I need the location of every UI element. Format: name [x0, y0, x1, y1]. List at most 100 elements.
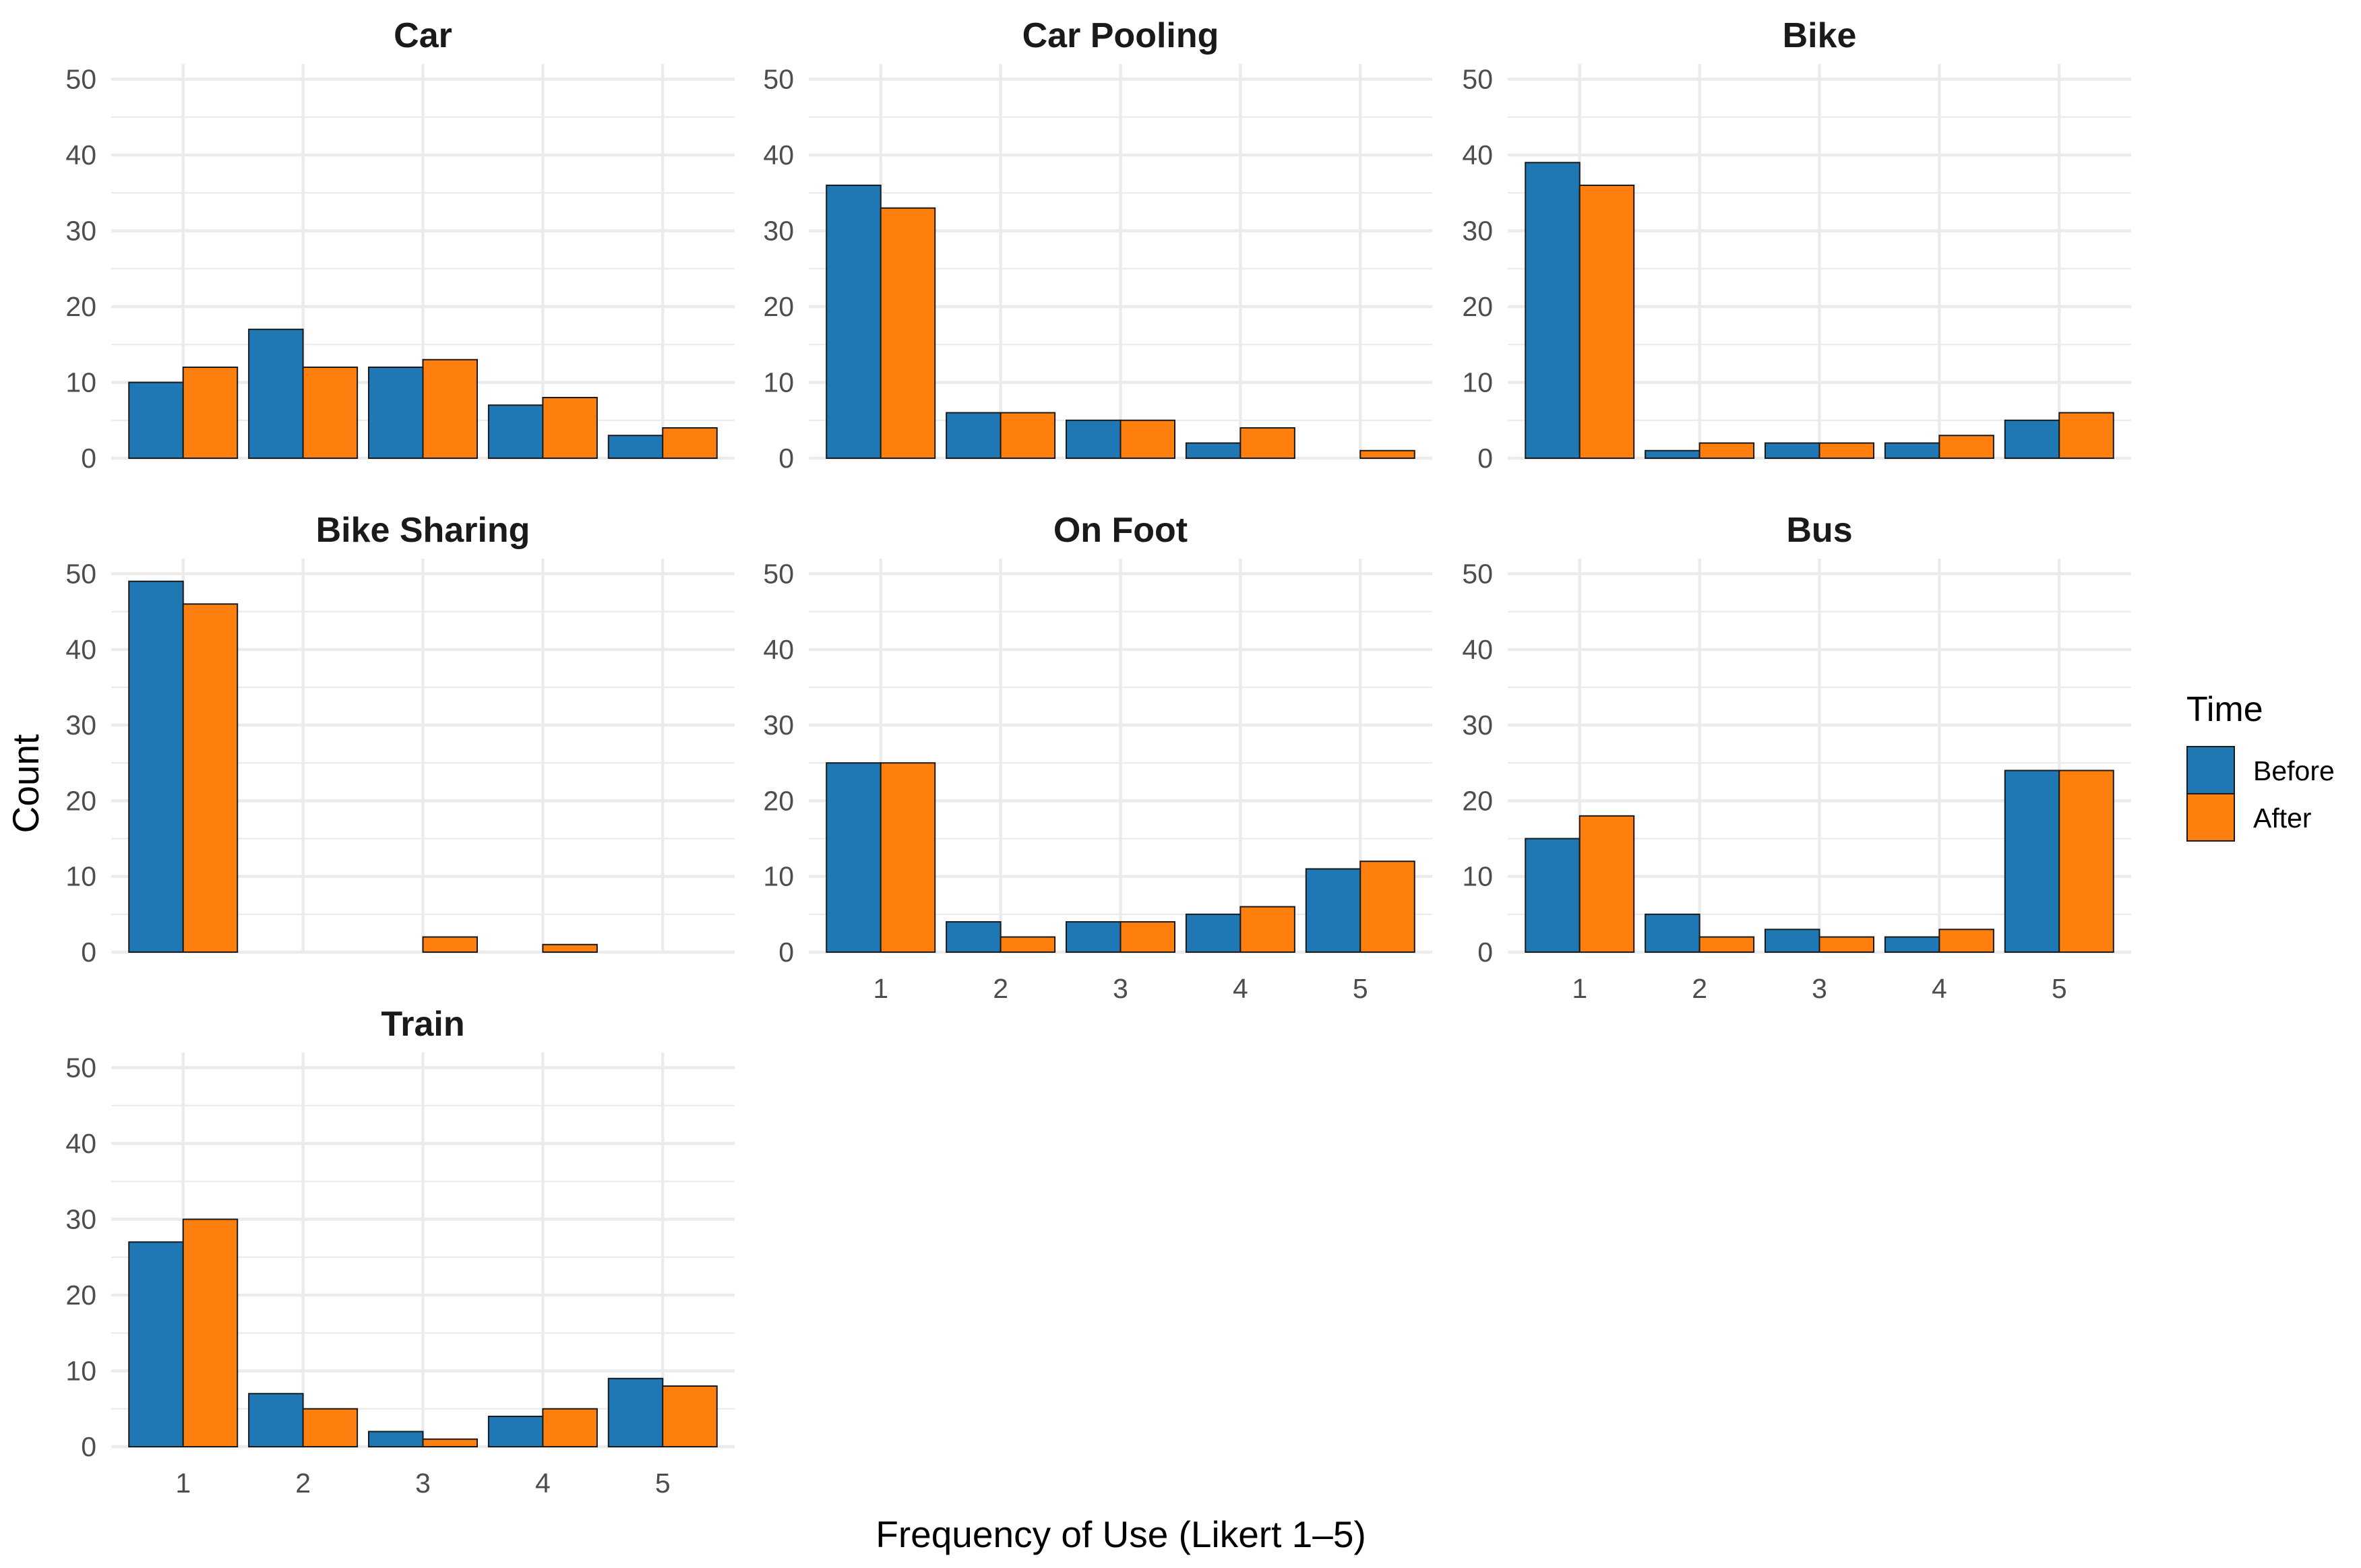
x-tick-label: 3 — [415, 1468, 431, 1499]
bar-car-pooling-before-3 — [1066, 419, 1122, 459]
y-tick-label: 30 — [763, 710, 794, 741]
y-tick-label: 20 — [1462, 785, 1493, 816]
bar-on-foot-before-3 — [1066, 921, 1122, 953]
y-tick-label: 0 — [1477, 443, 1493, 474]
x-tick-label: 3 — [1812, 973, 1827, 1004]
y-tick-label: 10 — [1462, 861, 1493, 892]
y-tick-label: 10 — [65, 367, 96, 398]
y-tick-label: 10 — [1462, 367, 1493, 398]
panel-title: Bike — [1783, 16, 1857, 55]
bar-car-pooling-after-3 — [1120, 419, 1175, 459]
bar-car-pooling-after-2 — [1000, 412, 1056, 459]
y-tick-label: 10 — [763, 861, 794, 892]
bar-car-pooling-before-1 — [826, 185, 882, 459]
panel-car-pooling: Car Pooling 0 10 20 30 40 50 — [763, 16, 1432, 474]
bar-on-foot-before-5 — [1305, 868, 1361, 953]
y-tick-label: 40 — [65, 1128, 96, 1159]
x-tick-label: 1 — [1572, 973, 1587, 1004]
y-tick-label: 30 — [65, 710, 96, 741]
bar-bike-sharing-before-1 — [128, 580, 184, 953]
bar-car-before-4 — [487, 404, 544, 459]
y-tick-label: 0 — [778, 937, 794, 968]
bar-bike-sharing-after-4 — [542, 943, 598, 953]
y-tick-label: 0 — [778, 443, 794, 474]
panel-bus: Bus 0 10 20 30 40 50 1 2 3 4 5 — [1462, 511, 2131, 1004]
bar-car-before-3 — [368, 367, 424, 459]
bar-bike-before-2 — [1645, 449, 1700, 459]
bar-car-before-1 — [128, 381, 184, 459]
panel-car: Car 0 10 20 30 40 50 — [65, 16, 735, 474]
x-tick-label: 4 — [535, 1468, 551, 1499]
panel-bike-sharing: Bike Sharing 0 10 20 30 40 50 — [65, 511, 735, 968]
panel-title: Train — [381, 1005, 464, 1044]
y-tick-label: 30 — [763, 216, 794, 247]
y-tick-label: 0 — [81, 937, 96, 968]
x-tick-label: 4 — [1932, 973, 1947, 1004]
y-tick-label: 0 — [81, 443, 96, 474]
y-tick-label: 40 — [1462, 634, 1493, 665]
panel-title: Bike Sharing — [316, 511, 530, 550]
bar-train-after-2 — [302, 1408, 359, 1447]
bar-bike-after-1 — [1578, 185, 1635, 459]
legend-label-before: Before — [2253, 755, 2335, 786]
x-tick-label: 2 — [1692, 973, 1707, 1004]
x-tick-label: 2 — [295, 1468, 311, 1499]
bar-car-pooling-after-4 — [1239, 427, 1295, 459]
bar-bus-before-3 — [1765, 929, 1820, 953]
legend-label-after: After — [2253, 803, 2312, 834]
y-tick-label: 50 — [65, 558, 96, 589]
bar-bike-before-3 — [1765, 442, 1820, 459]
bar-bike-after-5 — [2058, 412, 2114, 459]
panel-title: Car Pooling — [1022, 16, 1219, 55]
bar-train-after-3 — [422, 1438, 478, 1447]
bar-bike-after-4 — [1938, 435, 1994, 459]
y-tick-label: 0 — [1477, 937, 1493, 968]
bar-bus-before-2 — [1645, 913, 1700, 953]
bar-train-after-4 — [542, 1408, 598, 1447]
bar-on-foot-before-4 — [1185, 913, 1241, 953]
x-tick-label: 2 — [993, 973, 1008, 1004]
bar-train-before-3 — [368, 1431, 424, 1447]
y-tick-label: 10 — [65, 1356, 96, 1387]
y-tick-label: 50 — [65, 64, 96, 95]
y-tick-label: 10 — [65, 861, 96, 892]
bar-bike-before-4 — [1884, 442, 1940, 459]
bar-bike-after-3 — [1818, 442, 1874, 459]
y-tick-label: 20 — [763, 785, 794, 816]
y-tick-label: 0 — [81, 1431, 96, 1462]
bar-on-foot-after-3 — [1120, 921, 1175, 953]
y-tick-label: 20 — [1462, 291, 1493, 322]
y-tick-label: 30 — [1462, 710, 1493, 741]
legend-title: Time — [2186, 690, 2263, 729]
bar-bike-sharing-after-1 — [182, 603, 239, 953]
bar-on-foot-after-4 — [1239, 906, 1295, 953]
x-tick-label: 5 — [2052, 973, 2067, 1004]
panel-on-foot: On Foot 0 10 20 30 40 50 1 2 3 4 5 — [763, 511, 1432, 1004]
bar-bus-after-5 — [2058, 770, 2114, 953]
panel-title: On Foot — [1053, 511, 1188, 550]
bar-car-after-5 — [662, 427, 718, 459]
bar-car-pooling-after-1 — [880, 207, 936, 459]
legend: Time Before After — [2186, 690, 2335, 842]
bar-car-pooling-after-5 — [1359, 449, 1415, 459]
legend-key-before — [2186, 746, 2235, 794]
bar-bus-before-1 — [1525, 838, 1581, 953]
y-tick-label: 20 — [65, 1280, 96, 1311]
legend-entries: Before After — [2186, 746, 2335, 842]
x-tick-label: 1 — [873, 973, 888, 1004]
bar-car-pooling-before-2 — [946, 412, 1002, 459]
bar-train-after-1 — [182, 1218, 239, 1447]
bar-train-before-1 — [128, 1241, 184, 1447]
x-tick-label: 1 — [175, 1468, 191, 1499]
y-tick-label: 20 — [65, 291, 96, 322]
panel-title: Car — [394, 16, 452, 55]
bar-bus-before-4 — [1884, 936, 1940, 953]
y-tick-label: 30 — [65, 1204, 96, 1235]
bar-train-before-5 — [607, 1377, 664, 1447]
y-tick-label: 50 — [763, 558, 794, 589]
y-tick-label: 50 — [763, 64, 794, 95]
y-tick-label: 40 — [763, 139, 794, 170]
y-tick-label: 40 — [1462, 139, 1493, 170]
